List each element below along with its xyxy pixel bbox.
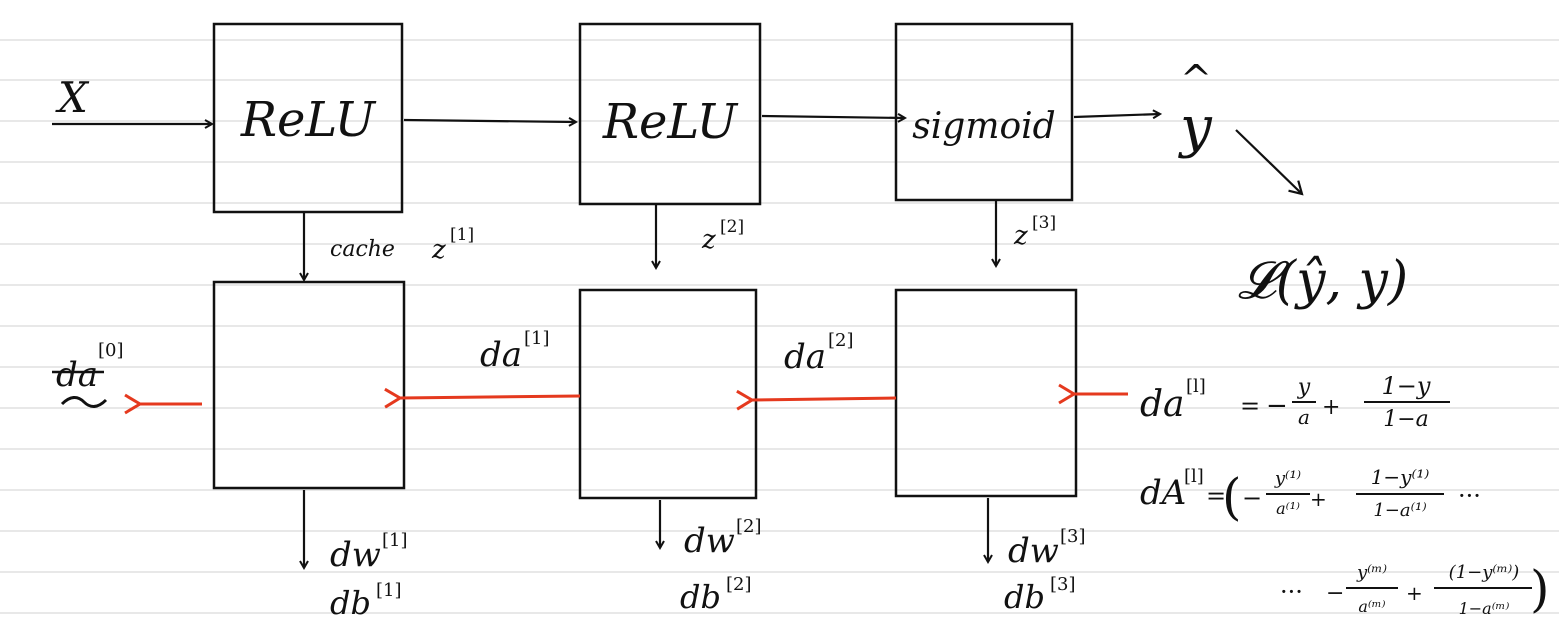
eq3-ellipsis: ··· (1280, 578, 1303, 606)
layer-3-activation: sigmoid (912, 106, 1055, 147)
eq3-den-am: a⁽ᵐ⁾ (1358, 597, 1385, 616)
layer-1-forward-box (212, 22, 404, 214)
layer-2-backward-box (578, 288, 758, 500)
da1-label: da (480, 335, 522, 375)
layer-3-backward-box (894, 288, 1078, 498)
eq1-equals: = (1240, 392, 1260, 420)
dw1-sup: [1] (382, 530, 408, 551)
equation-line-1: da [l] = − y a + 1−y 1−a (1140, 372, 1450, 432)
loss-label: 𝓛(ŷ, y) (1238, 251, 1408, 311)
eq3-num-ym: y⁽ᵐ⁾ (1356, 562, 1387, 583)
da1-sup: [1] (524, 328, 550, 349)
backprop-arrow-2-1 (384, 387, 581, 409)
input-label: X (55, 73, 90, 122)
da0-label: da (56, 355, 98, 395)
cache-sup-2: [2] (720, 217, 744, 237)
eq2-open-paren: ( (1222, 468, 1242, 526)
backprop-arrow-3-2 (736, 389, 897, 411)
eq3-close-paren: ) (1530, 560, 1550, 618)
eq2-num-y1: y⁽¹⁾ (1274, 468, 1301, 489)
eq1-plus: + (1322, 395, 1340, 420)
eq1-num-y: y (1297, 375, 1311, 400)
eq1-den-a: a (1298, 405, 1310, 429)
dw2-sup: [2] (736, 516, 762, 537)
eq3-num-1mym: (1−y⁽ᵐ⁾) (1449, 562, 1520, 583)
eq2-ellipsis: ··· (1458, 482, 1481, 510)
forward-arrow-1-2 (403, 120, 576, 122)
db3-sup: [3] (1050, 574, 1076, 595)
eq2-lhs: dA (1140, 473, 1186, 513)
cache-sup-1: [1] (450, 225, 474, 245)
equation-line-3: ··· − y⁽ᵐ⁾ a⁽ᵐ⁾ + (1−y⁽ᵐ⁾) 1−a⁽ᵐ⁾ ) (1280, 560, 1550, 618)
eq2-minus: − (1242, 484, 1262, 512)
arrow-to-loss (1235, 129, 1304, 196)
eq2-den-a1: a⁽¹⁾ (1276, 499, 1300, 518)
eq1-lhs-sup: [l] (1186, 376, 1206, 397)
eq3-den-1mam: 1−a⁽ᵐ⁾ (1459, 599, 1510, 618)
da2-label: da (784, 337, 826, 377)
eq2-plus: + (1310, 487, 1327, 511)
db2-label: db (680, 578, 721, 616)
cache-var-2: z (701, 225, 716, 255)
da0-tilde (60, 396, 108, 408)
eq2-den-1ma1: 1−a⁽¹⁾ (1373, 500, 1426, 521)
dw3-sup: [3] (1060, 526, 1086, 547)
eq1-num-1my: 1−y (1382, 372, 1431, 400)
forward-arrow-output (1073, 114, 1160, 117)
eq1-minus: − (1266, 391, 1288, 421)
eq3-plus: + (1406, 581, 1423, 605)
cache-sup-3: [3] (1032, 213, 1056, 233)
layer-1-backward-box (212, 280, 406, 490)
db1-sup: [1] (376, 580, 402, 601)
dw1-label: dw (330, 535, 381, 575)
output-hat: ^ (1180, 57, 1212, 101)
layer-2-forward-box (578, 22, 762, 206)
layer-3-forward-box (894, 22, 1074, 202)
dw2-label: dw (684, 521, 735, 561)
layer-1-activation: ReLU (240, 92, 377, 148)
forward-arrow-2-3 (761, 116, 905, 118)
eq3-minus: − (1326, 581, 1344, 606)
cache-var-3: z (1013, 221, 1028, 251)
eq1-den-1ma: 1−a (1383, 407, 1429, 432)
equation-line-2: dA [l] = ( − y⁽¹⁾ a⁽¹⁾ + 1−y⁽¹⁾ 1−a⁽¹⁾ ·… (1140, 465, 1481, 526)
ruled-lines (0, 39, 1559, 614)
db3-label: db (1004, 578, 1045, 616)
da2-sup: [2] (828, 330, 854, 351)
eq2-lhs-sup: [l] (1184, 466, 1204, 487)
cache-label: cache (330, 237, 395, 262)
dw3-label: dw (1008, 531, 1059, 571)
layer-2-activation: ReLU (602, 94, 739, 150)
eq1-lhs: da (1140, 384, 1185, 425)
eq2-num-1my1: 1−y⁽¹⁾ (1371, 465, 1430, 489)
db1-label: db (330, 584, 371, 622)
db2-sup: [2] (726, 574, 752, 595)
da0-sup: [0] (98, 340, 124, 361)
output-label: y (1177, 95, 1213, 160)
cache-var-1: z (431, 235, 446, 265)
eq2-equals: = (1206, 482, 1226, 510)
